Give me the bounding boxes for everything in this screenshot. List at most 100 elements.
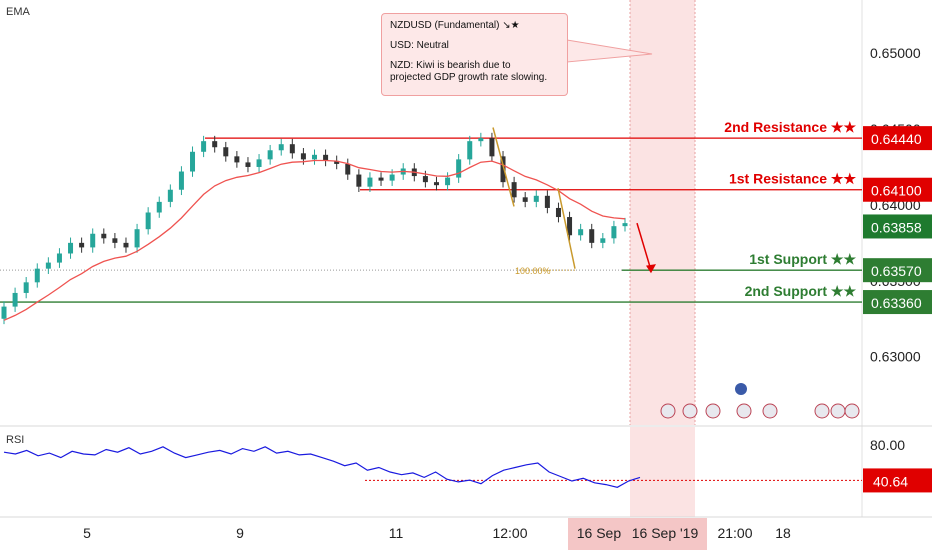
projection-line [492,127,515,207]
candle-body [145,212,151,230]
level-price-tag [863,177,932,202]
level-price-value: 0.63570 [871,263,922,279]
candle-body [578,229,584,236]
candle-body [478,138,484,142]
x-tick-label: 18 [775,525,791,541]
candle-body [467,141,473,160]
candle-body [356,174,362,187]
candle-body [622,223,628,227]
candle-body [12,292,18,307]
candle-body [323,154,329,161]
candle-body [489,138,495,157]
ema-indicator-label: EMA [6,6,30,18]
candle-body [156,201,162,213]
x-tick-label: 11 [389,525,404,541]
rsi-tick-label: 80.00 [870,437,905,453]
rsi-line [3,446,641,488]
x-tick-label: 5 [83,525,91,541]
level-price-value: 0.63360 [871,295,922,311]
x-tick-label: 16 Sep '19 [632,525,699,541]
current-price-tag [863,214,932,239]
candle-body [600,238,606,243]
candle-body [1,306,7,319]
forecast-arrowhead [646,264,656,274]
level-label: 2nd Resistance ★★ [724,119,856,135]
candle-body [567,217,573,236]
candle-body [68,242,74,254]
candle-body [544,195,550,208]
candle-body [134,229,140,248]
candle-body [56,253,62,263]
highlight-zone-rsi [630,427,695,517]
candle-body [223,147,229,157]
candle-body [500,156,506,183]
candle-body [589,229,595,243]
candle-body [367,177,373,187]
candle-body [112,238,118,243]
event-flag-icon [736,403,752,419]
level-price-value: 0.64440 [871,131,922,147]
candle-body [555,207,561,218]
level-price-tag [863,290,932,315]
candle-body [511,182,517,198]
fundamental-info-box: NZDUSD (Fundamental) ↘★ USD: Neutral NZD… [381,13,568,96]
fib-label: 100.00% [515,266,551,276]
candle-body [234,156,240,163]
candle-body [289,144,295,154]
candle-body [90,233,96,248]
level-label: 1st Support ★★ [749,251,856,267]
candle-body [256,159,262,167]
level-price-value: 0.64100 [871,183,922,199]
candle-body [267,150,273,160]
info-box-nzd-line1: NZD: Kiwi is bearish due to [390,60,511,71]
candle-body [212,141,218,148]
event-flag-icon [682,403,698,419]
candle-body [278,144,284,151]
projection-line [557,188,576,269]
y-tick-label: 0.63000 [870,349,921,365]
event-flag-icon [660,403,676,419]
rsi-indicator-label: RSI [6,434,25,446]
info-box-usd: USD: Neutral [390,40,449,51]
event-flag-icon [814,403,830,419]
y-tick-label: 0.65000 [870,45,921,61]
candle-body [378,177,384,181]
candle-body [522,197,528,202]
candle-body [456,159,462,178]
candle-body [45,262,51,269]
event-flag-icon [844,403,860,419]
rsi-value-tag [863,468,932,493]
info-box-nzd-line2: projected GDP growth rate slowing. [390,72,548,83]
candle-body [123,242,129,248]
candle-body [79,242,85,248]
candle-body [445,177,451,186]
rsi-value: 40.64 [873,473,908,489]
candle-body [201,141,207,152]
level-price-tag [863,258,932,283]
candle-body [190,151,196,172]
candle-body [433,182,439,186]
candle-body [245,162,251,167]
candle-body [34,268,40,283]
ema-line [3,159,626,321]
candle-body [334,160,340,164]
candle-body [167,189,173,202]
candle-body [178,171,184,190]
x-tick-label: 9 [236,525,244,541]
x-tick-label: 21:00 [717,525,752,541]
current-price-value: 0.63858 [871,219,922,235]
event-flag-icon [762,403,778,419]
level-price-tag [863,126,932,151]
candle-body [101,233,107,239]
candle-body [422,176,428,183]
event-flag-icon [735,383,747,395]
forecast-arrow [636,222,652,271]
candle-body [345,163,351,175]
highlight-zone [630,0,695,425]
candle-body [533,195,539,202]
info-box-title: NZDUSD (Fundamental) ↘★ [390,20,520,31]
x-tick-highlight [623,518,707,550]
event-flag-icon [830,403,846,419]
candle-body [389,174,395,181]
